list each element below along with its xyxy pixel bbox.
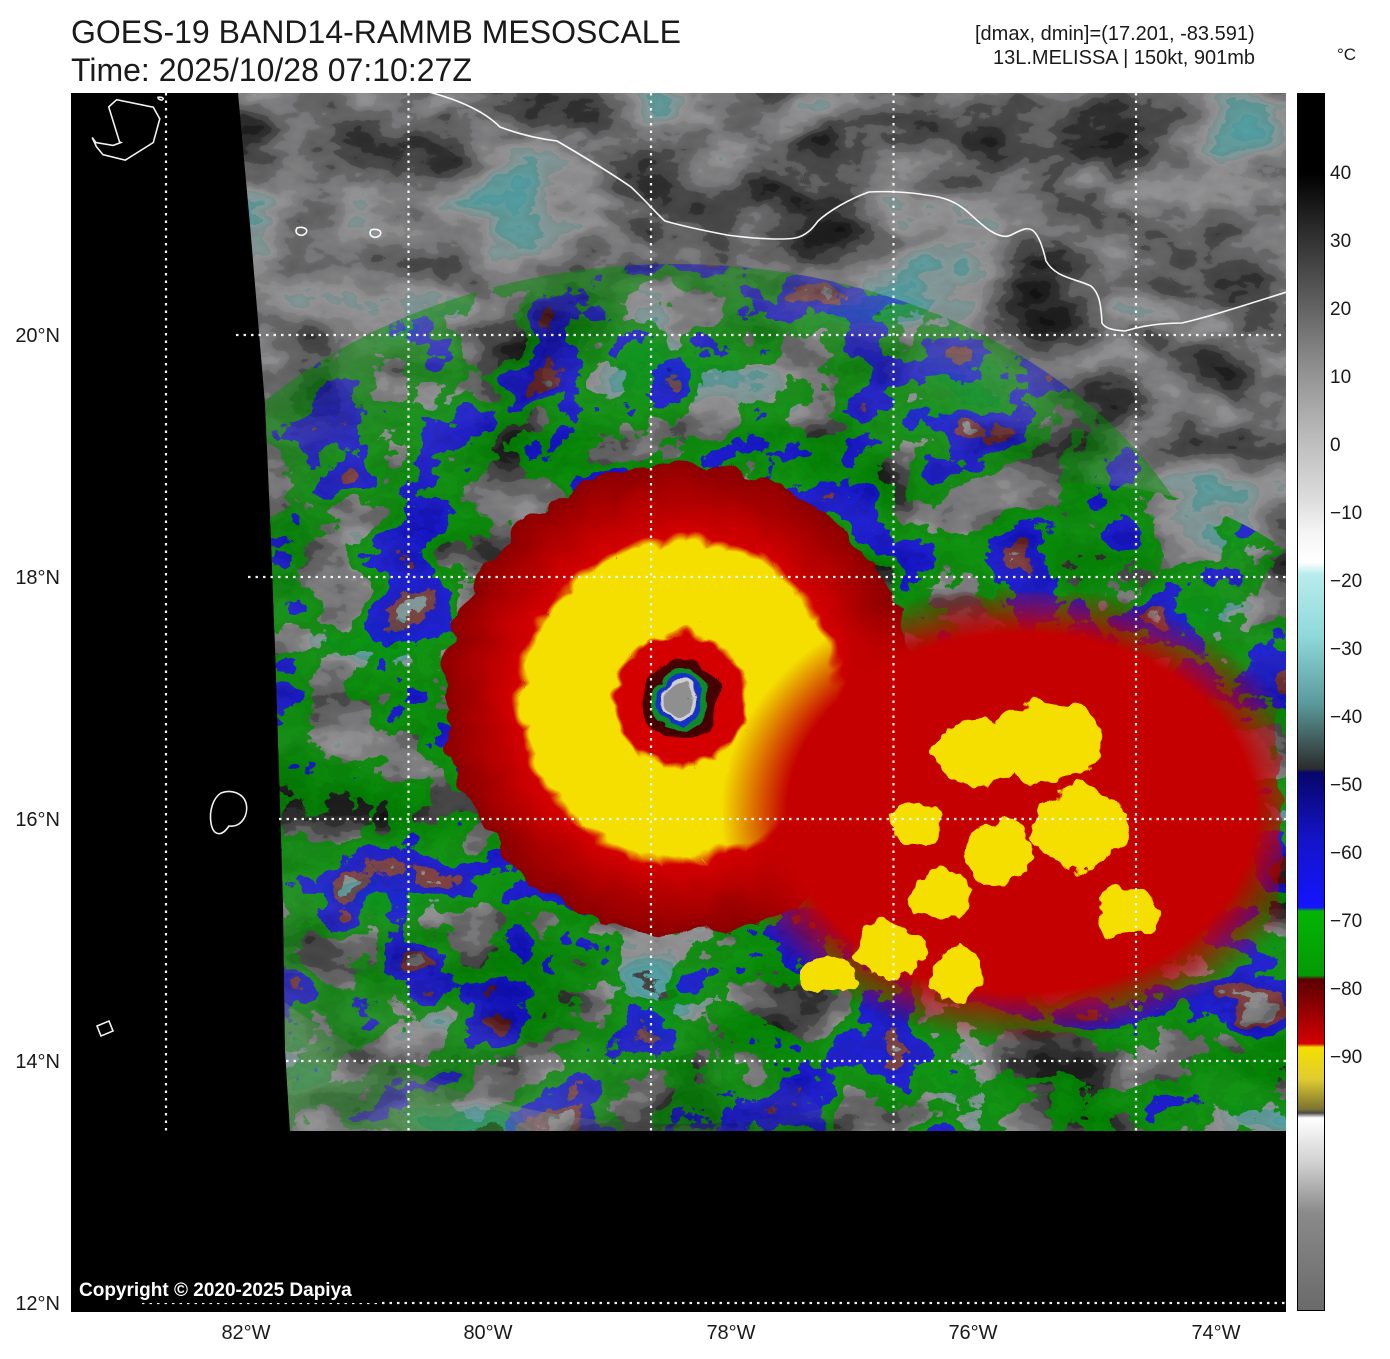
svg-text:Copyright © 2020-2025 Dapiya: Copyright © 2020-2025 Dapiya	[79, 1280, 352, 1301]
